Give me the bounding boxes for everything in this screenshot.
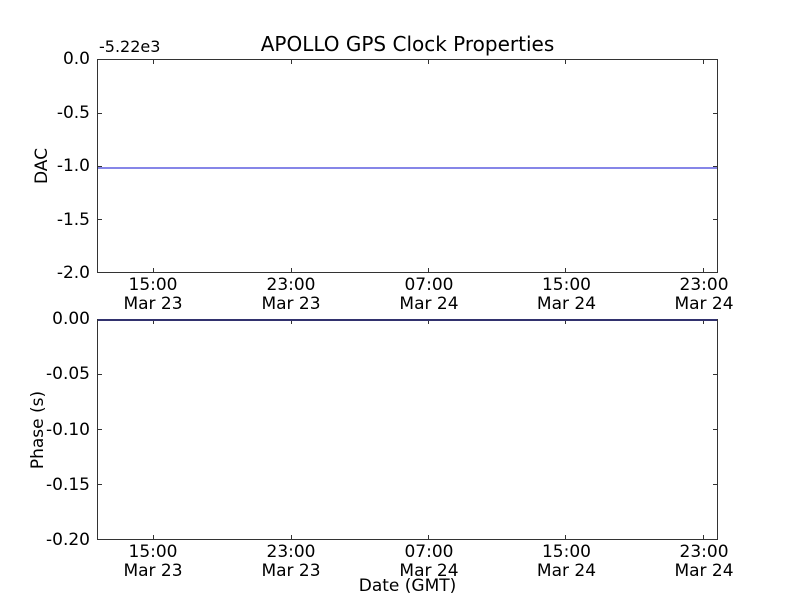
phase-data-line <box>98 319 717 321</box>
x-tick-mark <box>153 535 155 539</box>
y-tick-label: -0.15 <box>46 474 90 495</box>
x-tick-time: 07:00 <box>404 542 454 562</box>
x-tick-label: 15:00 Mar 23 <box>123 276 182 314</box>
x-tick-label: 15:00 Mar 24 <box>537 276 596 314</box>
x-tick-mark <box>565 320 567 324</box>
y-tick-mark <box>98 165 102 167</box>
x-tick-mark <box>702 535 704 539</box>
x-tick-time: 23:00 <box>679 542 729 562</box>
y-tick-label: -0.05 <box>46 364 90 385</box>
y-tick-mark <box>98 374 102 376</box>
y-tick-label: 0.0 <box>62 49 90 69</box>
y-tick-label: -1.0 <box>56 156 90 176</box>
x-tick-date: Mar 23 <box>261 561 321 581</box>
x-tick-mark <box>565 268 567 272</box>
x-tick-mark <box>153 268 155 272</box>
y-tick-mark <box>713 374 717 376</box>
x-tick-mark <box>565 60 567 64</box>
x-tick-date: Mar 23 <box>123 561 183 581</box>
y-tick-label: -0.5 <box>56 102 90 123</box>
x-tick-mark <box>702 268 704 272</box>
y-tick-label: -0.20 <box>46 530 90 550</box>
y-tick-mark <box>713 429 717 430</box>
x-tick-time: 15:00 <box>128 275 178 295</box>
x-tick-time: 23:00 <box>266 275 316 295</box>
x-tick-label: 23:00 Mar 24 <box>674 543 733 581</box>
y-tick-mark <box>713 483 717 485</box>
x-tick-mark <box>428 535 430 539</box>
y-tick-label: -0.10 <box>46 419 90 440</box>
x-tick-date: Mar 24 <box>399 561 459 581</box>
x-tick-mark <box>428 320 430 324</box>
x-tick-date: Mar 23 <box>123 294 183 314</box>
chart-title: APOLLO GPS Clock Properties <box>260 32 555 56</box>
x-tick-date: Mar 24 <box>399 294 459 314</box>
phase-plot-area <box>97 319 718 540</box>
x-tick-mark <box>153 320 155 324</box>
x-tick-date: Mar 24 <box>674 294 734 314</box>
y-tick-mark <box>98 112 102 114</box>
x-tick-date: Mar 24 <box>536 561 597 581</box>
dac-data-line <box>98 167 717 169</box>
x-tick-label: 23:00 Mar 23 <box>261 543 320 581</box>
phase-y-axis-label: Phase (s) <box>28 390 48 470</box>
x-tick-time: 23:00 <box>679 275 729 295</box>
x-tick-mark <box>290 535 292 539</box>
x-tick-mark <box>428 268 430 272</box>
x-tick-time: 15:00 <box>541 275 591 295</box>
y-tick-mark <box>98 483 102 485</box>
x-tick-mark <box>565 535 567 539</box>
x-tick-mark <box>153 60 155 64</box>
y-tick-label: 0.00 <box>52 309 90 329</box>
x-tick-mark <box>702 320 704 324</box>
y-axis-offset-text: -5.22e3 <box>99 37 161 56</box>
x-tick-mark <box>290 268 292 272</box>
x-tick-mark <box>702 60 704 64</box>
x-tick-time: 15:00 <box>541 542 591 562</box>
y-tick-label: -2.0 <box>56 263 90 283</box>
x-axis-label: Date (GMT) <box>358 576 457 596</box>
dac-plot-area <box>97 59 718 273</box>
x-tick-label: 23:00 Mar 24 <box>674 276 733 314</box>
x-tick-date: Mar 23 <box>261 294 321 314</box>
y-tick-mark <box>713 165 717 167</box>
x-tick-label: 23:00 Mar 23 <box>261 276 320 314</box>
y-tick-mark <box>713 218 717 220</box>
x-tick-label: 15:00 Mar 23 <box>123 543 182 581</box>
x-tick-mark <box>290 320 292 324</box>
x-tick-label: 07:00 Mar 24 <box>399 276 458 314</box>
x-tick-date: Mar 24 <box>536 294 597 314</box>
x-tick-time: 23:00 <box>266 542 316 562</box>
x-tick-time: 15:00 <box>128 542 178 562</box>
x-tick-label: 15:00 Mar 24 <box>537 543 596 581</box>
y-tick-mark <box>713 112 717 114</box>
y-tick-mark <box>98 218 102 220</box>
x-tick-mark <box>290 60 292 64</box>
x-tick-date: Mar 24 <box>674 561 734 581</box>
y-tick-mark <box>98 429 102 430</box>
x-tick-mark <box>428 60 430 64</box>
y-tick-label: -1.5 <box>56 209 90 230</box>
x-tick-label: 07:00 Mar 24 <box>399 543 458 581</box>
dac-y-axis-label: DAC <box>32 148 52 184</box>
x-tick-time: 07:00 <box>404 275 454 295</box>
